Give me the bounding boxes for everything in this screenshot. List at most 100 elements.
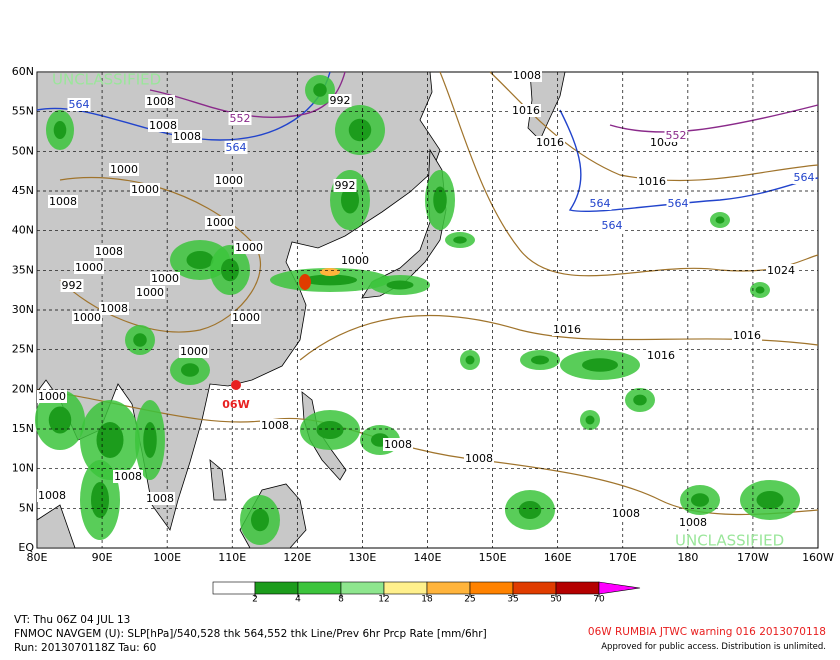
lat-label: 15N xyxy=(12,422,34,435)
contour-label: 564 xyxy=(69,98,90,111)
contour-label-bg xyxy=(37,489,67,502)
contour-label-bg xyxy=(109,163,139,176)
colorbar-segment xyxy=(469,581,514,595)
colorbar-label: 70 xyxy=(593,595,605,605)
lat-label: EQ xyxy=(18,541,34,554)
contour-label: 1008 xyxy=(38,489,66,502)
precip-core xyxy=(91,482,109,518)
contour-label-bg xyxy=(732,329,762,342)
contour-label-bg xyxy=(646,349,676,362)
contour-label: 1008 xyxy=(261,419,289,432)
precip-core xyxy=(715,216,725,224)
storm-label: 06W xyxy=(222,398,249,411)
contour-label: 564 xyxy=(590,197,611,210)
storm-marker xyxy=(231,380,241,390)
lat-label: 10N xyxy=(12,462,34,475)
lon-label: 120E xyxy=(283,551,311,564)
colorbar-label: 35 xyxy=(507,595,518,605)
colorbar-segment xyxy=(254,581,299,595)
precip-core xyxy=(633,394,647,406)
precip-core xyxy=(316,421,344,439)
precip-core xyxy=(518,501,542,519)
release: Approved for public access. Distribution… xyxy=(601,642,826,652)
contour-label-bg xyxy=(678,516,708,529)
contour-label: 1016 xyxy=(536,136,564,149)
thickness-564 xyxy=(36,71,331,141)
graticule xyxy=(37,72,818,548)
colorbar-label: 2 xyxy=(252,595,258,605)
precip-core xyxy=(531,355,549,365)
contour-label-bg xyxy=(214,174,244,187)
colorbar-segment xyxy=(426,581,471,595)
colorbar-label: 12 xyxy=(378,595,389,605)
contour-label: 1000 xyxy=(73,311,101,324)
contour-label-bg xyxy=(74,261,104,274)
contour-label: 1016 xyxy=(512,104,540,117)
contour-label: 1024 xyxy=(767,264,795,277)
contour-label-bg xyxy=(231,311,261,324)
lat-label: 30N xyxy=(12,303,34,316)
description: FNMOC NAVGEM (U): SLP[hPa]/540,528 thk 5… xyxy=(14,628,487,640)
contour-label-bg xyxy=(130,183,160,196)
contour-label-bg xyxy=(611,507,641,520)
contour-label-bg xyxy=(666,197,690,210)
precip-core xyxy=(133,333,147,347)
lat-label: 50N xyxy=(12,144,34,157)
lon-label: 110E xyxy=(218,551,246,564)
colorbar-segment xyxy=(340,581,385,595)
precip-core xyxy=(453,236,467,244)
lat-label: 5N xyxy=(19,501,34,514)
contour-label-bg xyxy=(135,286,165,299)
colorbar-segment xyxy=(512,581,557,595)
contour-label: 1000 xyxy=(235,241,263,254)
contour-label: 1000 xyxy=(75,261,103,274)
contour-label: 1000 xyxy=(180,345,208,358)
colorbar-label: 25 xyxy=(464,595,475,605)
contour-label-bg xyxy=(588,197,612,210)
contour-label-bg xyxy=(535,136,565,149)
valid-time: VT: Thu 06Z 04 JUL 13 xyxy=(14,614,131,626)
lon-label: 100E xyxy=(153,551,181,564)
contour-label: 1008 xyxy=(513,69,541,82)
lon-label: 180 xyxy=(677,551,698,564)
precip-heavy xyxy=(320,268,340,276)
lat-label: 60N xyxy=(12,65,34,78)
precip-core xyxy=(181,363,199,377)
lon-label: 140E xyxy=(414,551,442,564)
isobar xyxy=(299,315,819,361)
contour-label-bg xyxy=(464,452,494,465)
contour-label: 992 xyxy=(335,179,356,192)
contour-label: 1000 xyxy=(131,183,159,196)
lon-label: 150E xyxy=(479,551,507,564)
contour-label-bg xyxy=(664,129,688,142)
contour-label: 1008 xyxy=(95,245,123,258)
precip-core xyxy=(48,406,72,434)
thickness-552 xyxy=(609,104,819,133)
contour-label: 992 xyxy=(62,279,83,292)
lat-label: 25N xyxy=(12,343,34,356)
precipitation xyxy=(35,75,800,545)
precip-heavy xyxy=(299,274,311,290)
contour-label: 1000 xyxy=(206,216,234,229)
lat-label: 20N xyxy=(12,382,34,395)
colorbar: 2 4 8 12 18 25 35 50 70 xyxy=(212,581,641,605)
precip-core xyxy=(465,355,475,365)
thickness-564 xyxy=(559,109,819,213)
contour-label-bg xyxy=(333,179,357,192)
lat-label: 45N xyxy=(12,184,34,197)
contour-label-bg xyxy=(512,69,542,82)
contour-label: 1000 xyxy=(341,254,369,267)
precip-core xyxy=(186,251,214,269)
contour-label-bg xyxy=(637,175,667,188)
contour-label-bg xyxy=(552,323,582,336)
contour-label: 1000 xyxy=(136,286,164,299)
run-info: Run: 2013070118Z Tau: 60 xyxy=(14,642,157,654)
contour-label: 564 xyxy=(226,141,247,154)
malay xyxy=(209,459,227,501)
precip-core xyxy=(755,286,765,294)
colorbar-label: 8 xyxy=(338,595,344,605)
contour-label-bg xyxy=(148,119,178,132)
contour-label: 992 xyxy=(330,94,351,107)
contour-label-bg xyxy=(792,171,816,184)
colorbar-segment xyxy=(383,581,428,595)
